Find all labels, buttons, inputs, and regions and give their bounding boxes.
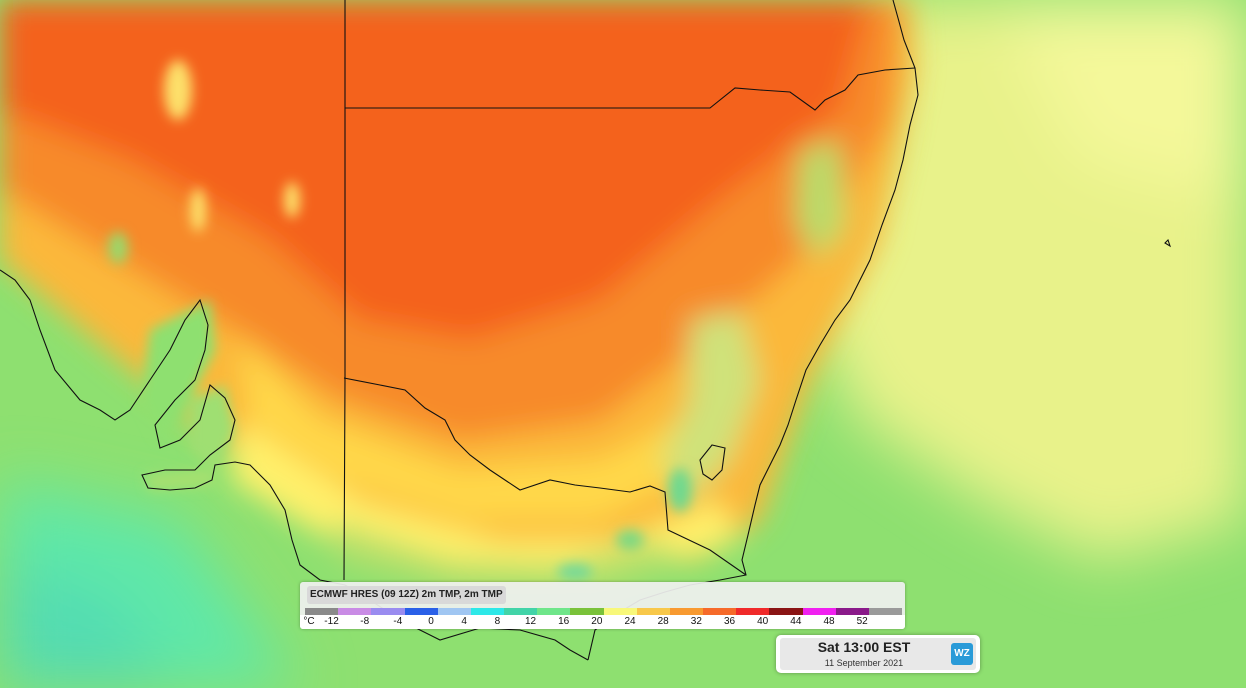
- legend-swatch: [570, 608, 604, 615]
- spencer-gulf-region: [140, 300, 235, 490]
- forecast-time: Sat 13:00 EST: [817, 639, 911, 655]
- legend-label: 20: [591, 616, 603, 627]
- legend-label: 52: [856, 616, 868, 627]
- timestamp-panel[interactable]: Sat 13:00 EST 11 September 2021 WZ: [776, 635, 980, 673]
- legend-swatch: [802, 608, 836, 615]
- legend-label: 28: [657, 616, 669, 627]
- border-sa-nsw: [344, 0, 916, 111]
- legend-swatch: [703, 608, 737, 615]
- alpine-cool-spots: [108, 60, 692, 580]
- legend-swatch: [669, 608, 704, 615]
- legend-label: 4: [461, 616, 467, 627]
- legend-label: 12: [524, 616, 537, 627]
- legend-labels: °C -12 -8 -4 0 4 8 12 16 20 24 28 32 36 40 44 48 52: [300, 615, 905, 629]
- legend-swatch: [868, 608, 903, 615]
- legend-swatch: [636, 608, 670, 615]
- legend-label: -12: [324, 616, 339, 627]
- legend-swatch: [470, 608, 505, 615]
- legend-label: -4: [393, 616, 403, 627]
- legend-swatch: [835, 608, 869, 615]
- legend-swatch: [404, 608, 438, 615]
- legend-label: 0: [428, 616, 434, 627]
- legend-title: ECMWF HRES (09 12Z) 2m TMP, 2m TMP: [307, 586, 506, 604]
- act-border: [699, 444, 726, 481]
- legend-label: 48: [823, 616, 835, 627]
- legend-swatch: [603, 608, 637, 615]
- legend-label: 32: [690, 616, 702, 627]
- weatherzone-logo-icon[interactable]: WZ: [951, 643, 973, 665]
- legend-panel: ECMWF HRES (09 12Z) 2m TMP, 2m TMP °C -1…: [300, 582, 905, 629]
- legend-label: 36: [723, 616, 736, 627]
- legend-swatch: [437, 608, 471, 615]
- legend-swatch: [371, 608, 405, 615]
- legend-swatch: [769, 608, 803, 615]
- legend-swatch: [338, 608, 372, 615]
- legend-swatch: [537, 608, 571, 615]
- border-nsw-vic: [343, 377, 747, 576]
- legend-label: 16: [558, 616, 570, 627]
- legend-label: 24: [624, 616, 636, 627]
- island: [1164, 238, 1171, 248]
- legend-swatch: [736, 608, 770, 615]
- legend-swatch: [504, 608, 538, 615]
- legend-color-bar: [305, 608, 903, 615]
- legend-label: -8: [360, 616, 370, 627]
- forecast-date: 11 September 2021: [824, 658, 904, 668]
- legend-label: 44: [790, 616, 802, 627]
- legend-swatch: [305, 608, 339, 615]
- legend-label: 40: [757, 616, 769, 627]
- legend-unit: °C: [303, 616, 315, 627]
- timestamp-inner: Sat 13:00 EST 11 September 2021 WZ: [780, 638, 976, 670]
- legend-label: 8: [494, 616, 501, 627]
